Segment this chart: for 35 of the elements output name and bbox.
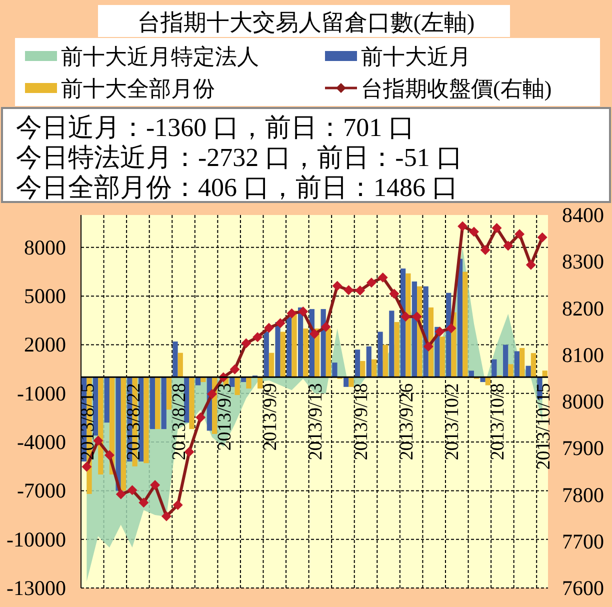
y-tick-label: -7000 <box>17 478 66 503</box>
y2-tick-label: 8200 <box>562 296 604 320</box>
y-tick-label: 2000 <box>24 332 66 357</box>
y2-tick-label: 8400 <box>562 203 604 227</box>
y-tick-label: 5000 <box>24 284 66 308</box>
y2-tick-label: 7600 <box>562 576 604 600</box>
x-tick-label: 2013/9/18 <box>351 383 372 460</box>
y2-tick-label: 8100 <box>562 342 604 367</box>
x-tick-label: 2013/10/15 <box>533 383 554 470</box>
y-tick-label: -13000 <box>6 576 66 600</box>
y2-tick-label: 8000 <box>562 390 604 414</box>
text: 今日近月：-1360 口，前日：701 口 <box>16 113 415 142</box>
x-tick-label: 2013/9/9 <box>260 383 281 451</box>
y-tick-label: 8000 <box>24 235 66 260</box>
y2-tick-label: 7700 <box>562 529 604 554</box>
legend-label: 前十大近月 <box>361 44 471 69</box>
y-tick-label: -10000 <box>6 527 66 552</box>
y2-tick-label: 8300 <box>562 250 604 274</box>
x-tick-label: 2013/9/3 <box>214 383 236 451</box>
x-tick-label: 2013/9/26 <box>396 383 418 460</box>
y2-tick-label: 7900 <box>562 436 604 460</box>
legend-label: 前十大近月特定法人 <box>61 44 259 69</box>
x-tick-label: 2013/8/28 <box>168 383 190 460</box>
text: 今日全部月份：406 口，前日：1486 口 <box>16 173 458 202</box>
text: 今日特法近月：-2732 口，前日：-51 口 <box>16 143 462 172</box>
x-tick-label: 2013/10/8 <box>488 383 509 460</box>
x-tick-label: 2013/10/2 <box>442 383 464 460</box>
y-tick-label: -1000 <box>17 381 66 406</box>
legend-label: 前十大全部月份 <box>61 76 215 101</box>
y-tick-label: -4000 <box>17 430 66 454</box>
legend-label: 台指期收盤價(右軸) <box>361 76 552 101</box>
chart-title: 台指期十大交易人留倉口數(左軸) <box>137 10 475 35</box>
y2-tick-label: 7800 <box>562 482 604 507</box>
x-tick-label: 2013/9/13 <box>306 383 326 460</box>
x-tick-label: 2013/8/22 <box>123 383 144 460</box>
